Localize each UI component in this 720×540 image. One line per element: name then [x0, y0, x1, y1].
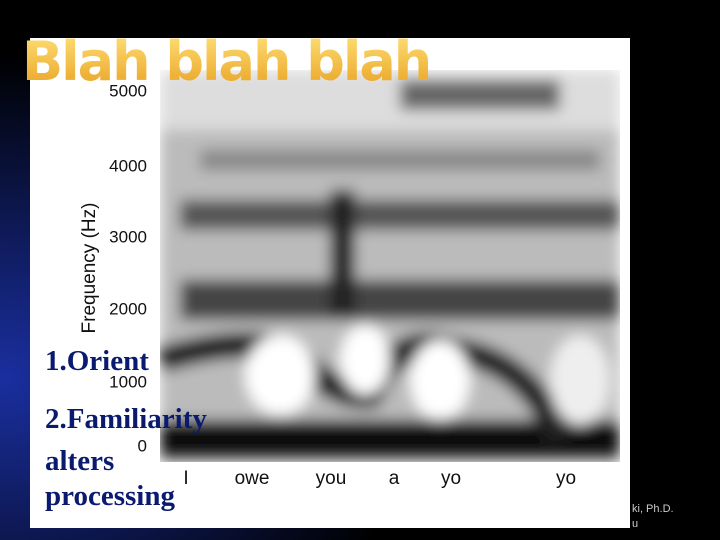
word-label: I	[183, 468, 188, 489]
y-tick-label: 0	[138, 436, 147, 455]
y-tick-label: 3000	[109, 227, 147, 246]
footer-text: u	[632, 518, 638, 530]
y-tick-label: 2000	[109, 299, 147, 318]
y-tick-label: 5000	[109, 81, 147, 100]
word-label: you	[316, 468, 347, 489]
spectrogram	[160, 70, 620, 462]
word-label: a	[389, 468, 400, 489]
y-tick-label: 4000	[109, 156, 147, 175]
word-label: yo	[441, 468, 461, 489]
list-item: alters	[45, 445, 114, 477]
list-item: 2.Familiarity	[45, 403, 207, 435]
slide-title: Blah blah blah	[22, 30, 430, 93]
word-label: owe	[235, 468, 270, 489]
y-tick-label: 1000	[109, 372, 147, 391]
word-label: yo	[556, 468, 576, 489]
footer-text: ki, Ph.D.	[632, 503, 674, 515]
y-axis-label: Frequency (Hz)	[79, 203, 100, 334]
list-item: 1.Orient	[45, 345, 149, 377]
list-item: processing	[45, 480, 175, 512]
